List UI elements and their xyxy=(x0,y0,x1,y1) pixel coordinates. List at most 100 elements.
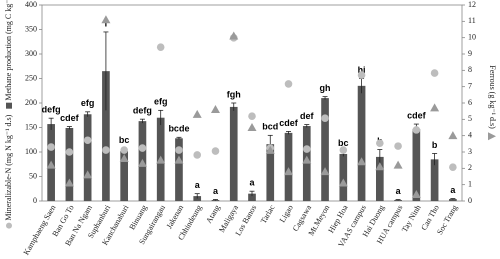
circle-point xyxy=(412,126,421,134)
bar xyxy=(266,144,275,201)
significance-letter: bc xyxy=(338,138,349,148)
bar xyxy=(412,128,421,201)
y2-tick-label: 0 xyxy=(468,196,472,205)
bar xyxy=(248,193,256,201)
x-tick-label: Atang xyxy=(204,203,222,224)
circle-point xyxy=(83,136,92,145)
triangle-point xyxy=(411,189,421,198)
bar xyxy=(430,159,439,201)
y2-tick-label: 4 xyxy=(468,130,472,139)
legend-marker xyxy=(488,132,496,141)
circle-point xyxy=(211,147,220,155)
triangle-point xyxy=(119,154,129,163)
circle-point xyxy=(248,112,256,121)
bar xyxy=(321,98,329,201)
circle-point xyxy=(193,151,202,159)
bar xyxy=(120,151,129,201)
y2-tick-label: 6 xyxy=(468,98,472,107)
significance-letter: cdef xyxy=(279,118,299,128)
circle-point xyxy=(321,114,329,122)
y2-tick-label: 10 xyxy=(468,32,476,41)
y-tick-label: 200 xyxy=(25,98,37,107)
y-tick-label: 150 xyxy=(25,122,37,131)
y2-axis-title: Ferrous (g kg⁻¹ d.s) xyxy=(488,65,497,141)
triangle-point xyxy=(302,155,312,164)
triangle-point xyxy=(192,109,202,118)
triangle-point xyxy=(265,145,275,154)
significance-letter: i xyxy=(105,18,108,28)
y2-tick-label: 3 xyxy=(468,147,472,156)
triangle-point xyxy=(174,155,184,164)
y2-tick-label: 7 xyxy=(468,81,472,90)
y-tick-label: 350 xyxy=(25,24,37,33)
y-tick-label: 300 xyxy=(25,49,37,58)
y2-tick-label: 12 xyxy=(468,0,476,9)
triangle-point xyxy=(393,160,403,169)
triangle-point xyxy=(375,162,385,171)
significance-letter: efg xyxy=(154,97,168,107)
circle-point xyxy=(339,146,348,154)
circle-point xyxy=(430,69,439,77)
triangle-point xyxy=(357,157,367,166)
bar xyxy=(211,200,220,201)
circle-point xyxy=(138,144,147,152)
triangle-point xyxy=(284,167,294,176)
bar xyxy=(102,71,110,202)
y2-tick-label: 8 xyxy=(468,65,472,74)
significance-letter: hi xyxy=(358,65,366,75)
circle-point xyxy=(120,146,128,154)
significance-letter: a xyxy=(249,178,255,188)
y2-tick-label: 1 xyxy=(468,179,472,188)
significance-letter: b xyxy=(432,140,438,150)
circle-point xyxy=(449,163,457,171)
bar xyxy=(284,132,293,201)
triangle-point xyxy=(320,167,330,176)
triangle-point xyxy=(46,160,56,169)
circle-point xyxy=(302,145,311,153)
y2-tick-label: 5 xyxy=(468,114,472,123)
y-tick-label: 250 xyxy=(25,73,37,82)
legend-marker xyxy=(6,222,12,229)
significance-letter: a xyxy=(396,186,402,196)
bar xyxy=(449,199,457,201)
triangle-point xyxy=(83,170,93,179)
circle-point xyxy=(65,148,74,156)
triangle-point xyxy=(430,103,440,112)
y-tick-label: 100 xyxy=(25,147,37,156)
y-tick-label: 400 xyxy=(25,0,37,9)
circle-point xyxy=(284,80,293,88)
significance-letter: efg xyxy=(81,98,95,108)
circle-point xyxy=(357,71,366,79)
x-tick-label: Ligao xyxy=(278,203,295,224)
axis-title-text: Ferrous (g kg⁻¹ d.s) xyxy=(488,65,497,129)
triangle-point xyxy=(210,105,220,114)
y-axis-title: Mineralizable-N (mg N kg⁻¹ d.s) Methane p… xyxy=(4,0,13,229)
legend-marker xyxy=(6,102,12,109)
triangle-point xyxy=(247,123,257,131)
y-tick-label: 50 xyxy=(29,171,37,180)
circle-point xyxy=(47,143,55,151)
bar xyxy=(357,85,366,201)
y2-tick-label: 9 xyxy=(468,49,472,58)
bar xyxy=(175,138,183,201)
significance-letter: bcde xyxy=(168,124,189,134)
significance-letter: def xyxy=(300,111,315,121)
circle-point xyxy=(102,146,110,154)
triangle-point xyxy=(101,15,111,24)
bar xyxy=(339,153,348,201)
axis-title-text: Methane production (mg C kg⁻¹ d.s) xyxy=(4,0,13,101)
significance-letter: a xyxy=(213,186,219,196)
bar xyxy=(83,114,92,201)
significance-letter: bc xyxy=(119,135,130,145)
significance-letter: defg xyxy=(133,106,152,116)
bar xyxy=(229,106,238,201)
triangle-point xyxy=(229,31,239,40)
bar xyxy=(375,156,384,201)
circle-point xyxy=(175,146,183,154)
triangle-point xyxy=(64,178,74,187)
triangle-point xyxy=(137,158,147,167)
significance-letter: cdef xyxy=(407,110,427,120)
significance-letter: gh xyxy=(320,83,331,93)
significance-letter: cdef xyxy=(60,113,80,123)
significance-letter: a xyxy=(450,185,456,195)
